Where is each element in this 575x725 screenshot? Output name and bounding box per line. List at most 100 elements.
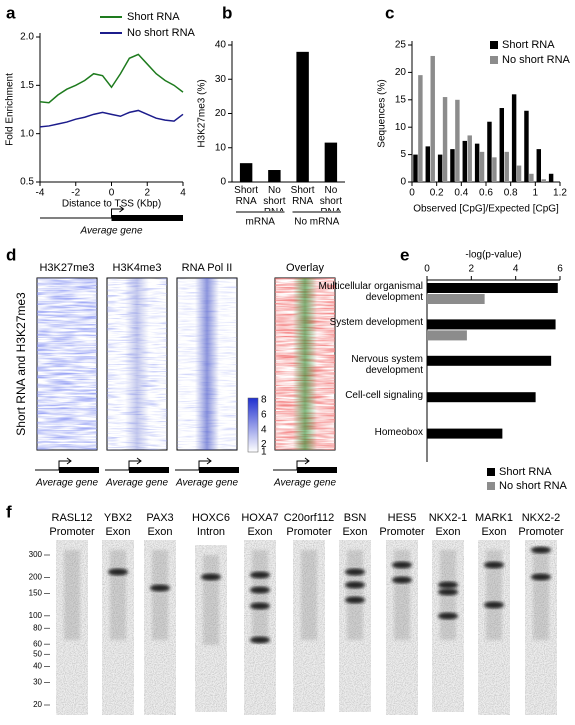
gene-body (59, 467, 99, 473)
lane-region: Exon (147, 526, 172, 538)
y-tick-label-box: Multicellular organismal development (318, 281, 423, 303)
gel-band (438, 581, 458, 589)
y-tick-label: Nervous system development (351, 353, 423, 376)
y-tick-label: Multicellular organismal development (318, 281, 423, 303)
gel-smear (64, 550, 80, 640)
x-tick-label-box: No short RNA (263, 185, 285, 211)
x-axis-label: -log(p-value) (465, 250, 521, 261)
gel-band (250, 586, 270, 594)
bar (492, 157, 497, 182)
gene-label: Average gene (273, 478, 337, 489)
y-tick-label: 25 (395, 40, 407, 51)
y-tick-label: 1.0 (20, 128, 34, 139)
bar (437, 154, 443, 182)
gel-smear (347, 550, 363, 640)
gene-label: Average gene (175, 478, 239, 489)
colorbar-tick-label: 6 (261, 409, 267, 420)
bar (529, 173, 534, 182)
gel-smear (152, 550, 168, 640)
heatmap-y-label: Short RNA and H3K27me3 (14, 292, 28, 436)
x-tick-label: 4 (513, 264, 519, 275)
ladder-label: 50 (33, 649, 42, 658)
colorbar-tick-label: 8 (261, 395, 267, 406)
gel-band (438, 588, 458, 596)
lane-gene: HOXC6 (192, 512, 230, 524)
lane-gene: HES5 (388, 512, 417, 524)
ladder-label: 60 (33, 639, 42, 648)
gel-band (345, 568, 365, 576)
gel-band (201, 573, 221, 581)
ladder-label: 30 (33, 678, 42, 687)
y-tick-label: Cell-cell signaling (345, 390, 423, 402)
gel-band (392, 576, 412, 584)
gel-band (250, 602, 270, 610)
y-tick-label: 10 (215, 142, 227, 153)
bar (268, 170, 281, 182)
x-axis-label: Distance to TSS (Kbp) (62, 199, 161, 210)
lane-gene: HOXA7 (241, 512, 278, 524)
legend-label: Short RNA (499, 466, 552, 478)
x-tick-label: 4 (180, 188, 186, 199)
gene-body (111, 215, 183, 221)
lane-gene: BSN (344, 512, 367, 524)
y-axis-label: Sequences (%) (377, 79, 388, 147)
bar (427, 283, 558, 293)
y-tick-label: 0.5 (20, 177, 34, 188)
bar (427, 294, 485, 304)
lane-gene: NKX2-2 (522, 512, 561, 524)
colorbar-tick-label: 2 (261, 439, 267, 450)
gel-band (531, 546, 551, 554)
bar (541, 179, 546, 182)
x-tick-label: 0 (424, 264, 430, 275)
lane-region: Exon (342, 526, 367, 538)
y-tick-label: 1.5 (20, 80, 34, 91)
lane-gene: RASL12 (52, 512, 93, 524)
gel-band (484, 561, 504, 569)
heatmap-stripe (275, 278, 335, 450)
y-tick-label-box: Homeobox (374, 426, 423, 438)
legend-swatch (490, 41, 498, 49)
bar (413, 154, 418, 182)
bar (511, 94, 517, 182)
heatmap-title: Overlay (286, 262, 324, 274)
gene-label: Average gene (79, 226, 143, 237)
panel-label: c (385, 3, 394, 22)
series-line (39, 109, 184, 128)
bar (239, 163, 253, 182)
x-tick-label: No short RNA (319, 185, 342, 211)
legend-label: Short RNA (502, 39, 555, 51)
lane-gene: NKX2-1 (429, 512, 468, 524)
gel-smear (252, 550, 268, 640)
x-axis-label: Observed [CpG]/Expected [CpG] (413, 204, 559, 215)
bar (487, 121, 492, 182)
heatmap-title: RNA Pol II (182, 262, 233, 274)
gel-smear (486, 550, 502, 640)
bar (536, 149, 542, 182)
colorbar-tick-label: 1 (261, 447, 267, 458)
lane-region: Exon (481, 526, 506, 538)
x-tick-label-box: No short RNA (319, 185, 342, 211)
bar (442, 97, 448, 182)
tss-arrow (58, 457, 72, 470)
y-axis-label: H3K27me3 (%) (197, 79, 208, 147)
x-tick-label: 2 (144, 188, 150, 199)
bar (418, 75, 423, 182)
bar (425, 146, 431, 182)
group-label: No mRNA (294, 217, 339, 228)
ladder-label: 80 (33, 623, 42, 632)
heatmap-stripe (107, 278, 167, 450)
bar (474, 143, 480, 182)
ladder-label: 40 (33, 662, 42, 671)
y-tick-label: 0 (400, 177, 406, 188)
gel-band (531, 573, 551, 581)
heatmap-stripe (177, 278, 237, 450)
y-axis-label: Fold Enrichment (5, 73, 16, 146)
gel-smear (533, 550, 549, 640)
y-tick-label: Homeobox (374, 426, 423, 438)
y-tick-label: 40 (215, 40, 227, 51)
heatmap-title: H3K4me3 (113, 262, 162, 274)
bar (516, 165, 522, 182)
ladder-label: 200 (29, 573, 43, 582)
